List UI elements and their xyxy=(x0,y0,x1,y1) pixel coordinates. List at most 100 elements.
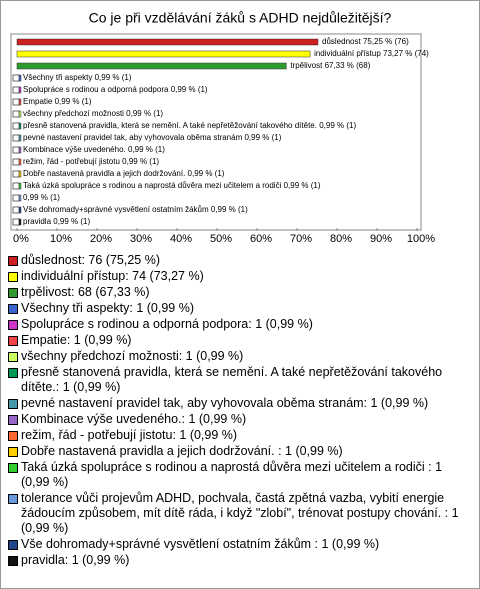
bar-label-category: Empatie xyxy=(23,97,53,106)
bar-label-icon xyxy=(12,146,20,154)
bar-label-value: 0,99 % (1) xyxy=(126,109,163,118)
bar-label-icon xyxy=(12,158,20,166)
legend-label: Empatie: 1 (0,99 %) xyxy=(21,333,132,347)
legend-label: trpělivost: 68 (67,33 %) xyxy=(21,285,150,299)
bar-label-icon xyxy=(12,194,20,202)
bar-label: Taká úzká spolupráce s rodinou a naprost… xyxy=(23,181,321,190)
legend-swatch xyxy=(8,463,18,473)
legend-item: Dobře nastavená pravidla a jejich dodržo… xyxy=(7,444,469,459)
bar-label-category: pravidla xyxy=(23,217,52,226)
x-tick-label: 0% xyxy=(13,233,29,245)
legend-label: pravidla: 1 (0,99 %) xyxy=(21,553,130,567)
legend-label: Vše dohromady+správné vysvětlení ostatní… xyxy=(21,537,380,551)
bar-label-category: všechny předchozí možnosti xyxy=(23,109,124,118)
bar-label-value: 0,99 % (1) xyxy=(211,205,248,214)
bar xyxy=(16,38,319,46)
bar-label-value: 0,99 % (1) xyxy=(23,193,60,202)
x-tick-label: 80% xyxy=(330,233,352,245)
x-tick-label: 30% xyxy=(130,233,152,245)
bar-label: Dobře nastavená pravidla a jejich dodržo… xyxy=(23,169,225,178)
legend-label: individuální přístup: 74 (73,27 %) xyxy=(21,269,204,283)
bar xyxy=(16,62,287,70)
bar-label: důslednost 75,25 % (76) xyxy=(322,37,409,46)
bar-label-icon xyxy=(12,98,20,106)
bar-label: přesně stanovená pravidla, která se nemě… xyxy=(23,121,356,130)
bar-label-category: Všechny tři aspekty xyxy=(23,73,92,82)
bar-label: všechny předchozí možnosti 0,99 % (1) xyxy=(23,109,163,118)
legend-item: trpělivost: 68 (67,33 %) xyxy=(7,285,469,300)
bar-label-value: 0,99 % (1) xyxy=(319,121,356,130)
legend-label: Taká úzká spolupráce s rodinou a naprost… xyxy=(21,460,443,489)
bar-label-icon xyxy=(12,182,20,190)
bar-label-category: režim, řád - potřebují jistotu xyxy=(23,157,120,166)
bar-label-category: přesně stanovená pravidla, která se nemě… xyxy=(23,121,317,130)
bar-label-category: důslednost xyxy=(322,37,361,46)
bar-label-value: 0,99 % (1) xyxy=(284,181,321,190)
bar-label-icon xyxy=(12,74,20,82)
bar-label-category: Dobře nastavená pravidla a jejich dodržo… xyxy=(23,169,188,178)
x-tick-label: 50% xyxy=(210,233,232,245)
x-tick-label: 20% xyxy=(90,233,112,245)
legend-item: Taká úzká spolupráce s rodinou a naprost… xyxy=(7,460,469,490)
legend-item: individuální přístup: 74 (73,27 %) xyxy=(7,269,469,284)
x-tick-label: 10% xyxy=(50,233,72,245)
bar-label-category: Kombinace výše uvedeného. xyxy=(23,145,126,154)
bar-label-value: 0,99 % (1) xyxy=(95,73,132,82)
legend-label: Dobře nastavená pravidla a jejich dodržo… xyxy=(21,444,343,458)
bar-label-icon xyxy=(12,86,20,94)
x-tick-label: 70% xyxy=(290,233,312,245)
legend-swatch xyxy=(8,256,18,266)
legend-swatch xyxy=(8,304,18,314)
legend-swatch xyxy=(8,447,18,457)
bar-label-icon xyxy=(12,206,20,214)
x-tick-label: 90% xyxy=(370,233,392,245)
legend-item: důslednost: 76 (75,25 %) xyxy=(7,253,469,268)
bar-label-value: 75,25 % (76) xyxy=(363,37,409,46)
legend-item: režim, řád - potřebují jistotu: 1 (0,99 … xyxy=(7,428,469,443)
legend-swatch xyxy=(8,540,18,550)
bar-label-value: 0,99 % (1) xyxy=(188,169,225,178)
legend-swatch xyxy=(8,399,18,409)
legend-item: pevné nastavení pravidel tak, aby vyhovo… xyxy=(7,396,469,411)
legend-label: Spolupráce s rodinou a odporná podpora: … xyxy=(21,317,313,331)
legend-swatch xyxy=(8,336,18,346)
chart: Co je při vzdělávání žáků s ADHD nejdůle… xyxy=(10,10,435,245)
legend-item: pravidla: 1 (0,99 %) xyxy=(7,553,469,568)
bar-label-value: 67,33 % (68) xyxy=(325,61,371,70)
bar-label-value: 0,99 % (1) xyxy=(122,157,159,166)
legend-label: pevné nastavení pravidel tak, aby vyhovo… xyxy=(21,396,429,410)
legend-swatch xyxy=(8,320,18,330)
legend-label: tolerance vůči projevům ADHD, pochvala, … xyxy=(21,491,459,535)
bar-label-category: Vše dohromady+správné vysvětlení ostatní… xyxy=(23,205,211,214)
legend-label: všechny předchozí možnosti: 1 (0,99 %) xyxy=(21,349,244,363)
legend-swatch xyxy=(8,431,18,441)
x-tick-label: 100% xyxy=(407,233,435,245)
bar-label-icon xyxy=(12,218,20,226)
bar-label-icon xyxy=(12,170,20,178)
legend-label: režim, řád - potřebují jistotu: 1 (0,99 … xyxy=(21,428,238,442)
bar-label-icon xyxy=(12,110,20,118)
bar-label: Kombinace výše uvedeného. 0,99 % (1) xyxy=(23,145,165,154)
bar-label: individuální přístup 73,27 % (74) xyxy=(314,49,429,58)
legend-item: Empatie: 1 (0,99 %) xyxy=(7,333,469,348)
bar-label-category: pevné nastavení pravidel tak, aby vyhovo… xyxy=(23,133,243,142)
legend-item: Kombinace výše uvedeného.: 1 (0,99 %) xyxy=(7,412,469,427)
bar-label: pevné nastavení pravidel tak, aby vyhovo… xyxy=(23,133,282,142)
bar-label-value: 0,99 % (1) xyxy=(244,133,281,142)
bar-label-value: 0,99 % (1) xyxy=(55,97,92,106)
legend-label: Kombinace výše uvedeného.: 1 (0,99 %) xyxy=(21,412,247,426)
legend-label: Všechny tři aspekty: 1 (0,99 %) xyxy=(21,301,194,315)
legend-swatch xyxy=(8,415,18,425)
legend: důslednost: 76 (75,25 %) individuální pří… xyxy=(7,253,469,569)
x-tick-label: 40% xyxy=(170,233,192,245)
bar-label-icon xyxy=(12,122,20,130)
legend-item: tolerance vůči projevům ADHD, pochvala, … xyxy=(7,491,469,536)
bar xyxy=(16,50,311,58)
bar-label-value: 0,99 % (1) xyxy=(171,85,208,94)
bar-label-category: Taká úzká spolupráce s rodinou a naprost… xyxy=(23,181,284,190)
legend-swatch xyxy=(8,288,18,298)
bar-label-category: Spolupráce s rodinou a odporná podpora xyxy=(23,85,169,94)
legend-swatch xyxy=(8,272,18,282)
bar-label: pravidla 0,99 % (1) xyxy=(23,217,90,226)
bar-label-icon xyxy=(12,134,20,142)
